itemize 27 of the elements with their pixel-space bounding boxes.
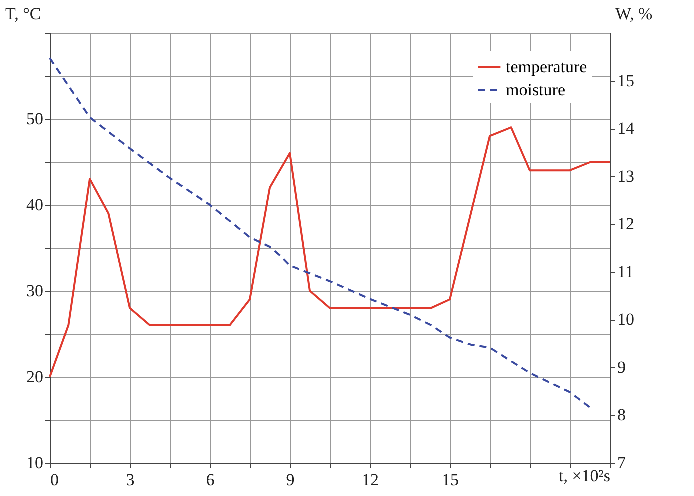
y2-tick-label: 11	[618, 262, 634, 282]
y-tick-label: 50	[26, 110, 44, 128]
x-tick-label: 15	[442, 470, 459, 490]
y2-tick-label: 10	[618, 310, 634, 330]
line-series	[49, 57, 592, 410]
legend-label: temperature	[506, 58, 588, 76]
x-tick-label: 12	[362, 470, 379, 490]
y-tick-label: 20	[26, 368, 44, 386]
y2-tick-label: 13	[618, 166, 634, 186]
y2-axis-title: W, %	[616, 4, 653, 24]
y2-tick-label: 12	[618, 214, 634, 234]
y2-tick-label: 7	[618, 454, 626, 472]
legend-label: moisture	[506, 80, 566, 100]
y2-tick-label: 14	[618, 119, 635, 138]
y2-tick-label: 9	[618, 358, 626, 377]
y-axis-title: T, °C	[6, 4, 42, 24]
y2-tick-label: 8	[618, 406, 626, 425]
y-tick-label: 10	[26, 454, 44, 472]
x-tick-label: 6	[206, 470, 215, 490]
y-tick-label: 30	[26, 282, 44, 300]
x-tick-label: 9	[286, 470, 295, 490]
y2-tick-label: 15	[618, 71, 634, 90]
x-tick-label: 0	[50, 470, 59, 490]
x-tick-label: 3	[126, 470, 135, 490]
y-tick-label: 40	[26, 196, 44, 214]
x-axis-title: t, ×10²s	[558, 466, 610, 486]
line-series	[49, 126, 611, 378]
